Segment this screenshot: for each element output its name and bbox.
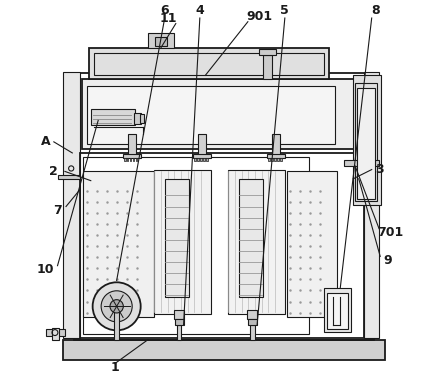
Bar <box>82 79 366 149</box>
Bar <box>174 310 184 319</box>
Bar <box>63 340 385 360</box>
Bar <box>355 83 377 201</box>
Bar <box>267 154 285 158</box>
Bar <box>74 73 373 340</box>
Bar <box>277 158 278 161</box>
Text: 6: 6 <box>160 4 169 17</box>
Text: 7: 7 <box>53 204 62 217</box>
Bar <box>272 135 280 155</box>
Bar <box>238 179 263 297</box>
Bar <box>123 154 141 158</box>
Bar <box>148 33 174 48</box>
Text: 701: 701 <box>377 226 403 239</box>
Bar <box>63 71 79 338</box>
Text: 10: 10 <box>36 263 54 276</box>
Bar <box>95 53 324 75</box>
Bar <box>259 49 276 55</box>
Text: A: A <box>40 135 50 149</box>
Bar <box>174 319 183 325</box>
Text: 8: 8 <box>371 4 380 17</box>
Bar <box>165 179 189 297</box>
Text: 2: 2 <box>49 165 58 178</box>
Bar <box>127 158 128 161</box>
Bar <box>248 319 257 325</box>
Bar <box>135 113 141 124</box>
Bar <box>200 158 202 161</box>
Bar <box>227 170 285 314</box>
Bar <box>194 158 196 161</box>
Bar <box>247 310 258 319</box>
Text: 3: 3 <box>375 163 384 176</box>
Bar <box>83 171 154 317</box>
Bar <box>91 109 135 125</box>
Bar <box>287 171 337 317</box>
Circle shape <box>110 300 123 313</box>
Text: 1: 1 <box>111 361 119 374</box>
Bar <box>128 135 136 155</box>
Bar <box>203 158 205 161</box>
Bar <box>193 154 211 158</box>
Bar <box>206 158 208 161</box>
Bar <box>357 88 375 199</box>
Bar <box>83 157 309 334</box>
Bar <box>327 293 348 329</box>
Bar <box>324 288 351 332</box>
Bar <box>114 306 119 340</box>
Bar <box>344 160 379 166</box>
Text: 901: 901 <box>246 10 272 23</box>
Circle shape <box>93 282 141 331</box>
Bar <box>133 158 135 161</box>
Bar <box>124 158 126 161</box>
Text: 11: 11 <box>160 12 177 24</box>
Bar <box>274 158 276 161</box>
Bar <box>250 325 254 340</box>
Bar <box>89 48 329 79</box>
Bar <box>263 55 272 79</box>
Bar <box>140 114 144 123</box>
Bar <box>87 86 335 144</box>
Circle shape <box>101 291 132 322</box>
Bar <box>52 328 59 340</box>
Bar <box>365 71 379 338</box>
Text: 5: 5 <box>281 4 289 17</box>
Bar <box>58 175 79 179</box>
Bar <box>271 158 273 161</box>
Bar <box>280 158 281 161</box>
Bar <box>198 135 206 155</box>
Bar <box>130 158 131 161</box>
Bar <box>154 170 211 314</box>
Bar <box>268 158 270 161</box>
Bar <box>353 75 381 205</box>
Text: 9: 9 <box>383 254 392 267</box>
Bar <box>135 158 137 161</box>
Text: 4: 4 <box>195 4 204 17</box>
Bar <box>177 325 181 340</box>
Bar <box>155 36 166 46</box>
Bar <box>79 153 365 338</box>
Bar <box>197 158 199 161</box>
Bar <box>47 329 65 336</box>
